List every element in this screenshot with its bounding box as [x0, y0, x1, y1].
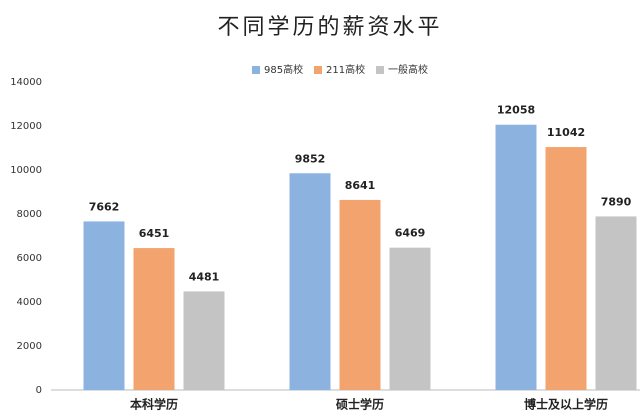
value-label: 8641	[345, 179, 376, 192]
value-label: 7890	[601, 195, 632, 208]
value-label: 6469	[395, 227, 426, 240]
chart-title: 不同学历的薪资水平	[217, 15, 442, 40]
x-tick-label: 本科学历	[130, 397, 178, 412]
value-label: 4481	[189, 270, 220, 283]
bar	[339, 199, 381, 390]
bar	[183, 291, 225, 390]
x-tick-label: 硕士学历	[336, 397, 384, 412]
bar	[545, 147, 587, 390]
y-tick-label: 6000	[17, 253, 42, 264]
legend-label: 一般高校	[388, 63, 428, 76]
legend-swatch	[376, 66, 384, 74]
value-label: 12058	[497, 104, 535, 117]
value-label: 7662	[89, 200, 120, 213]
legend-swatch	[314, 66, 322, 74]
bar	[389, 247, 431, 390]
x-tick-label: 博士及以上学历	[524, 397, 608, 412]
legend-swatch	[252, 66, 260, 74]
y-tick-label: 0	[36, 385, 42, 396]
y-tick-label: 8000	[17, 209, 42, 220]
bar	[495, 124, 537, 390]
bar	[133, 248, 175, 390]
y-tick-label: 4000	[17, 297, 42, 308]
value-label: 6451	[139, 227, 170, 240]
bar	[83, 221, 125, 390]
bar	[289, 173, 331, 390]
y-tick-label: 2000	[17, 341, 42, 352]
value-label: 9852	[295, 152, 326, 165]
y-tick-label: 12000	[10, 121, 42, 132]
legend-label: 985高校	[264, 63, 303, 76]
value-label: 11042	[547, 126, 585, 139]
bar	[595, 216, 637, 390]
y-tick-label: 14000	[10, 77, 42, 88]
legend-label: 211高校	[326, 63, 365, 76]
y-tick-label: 10000	[10, 165, 42, 176]
